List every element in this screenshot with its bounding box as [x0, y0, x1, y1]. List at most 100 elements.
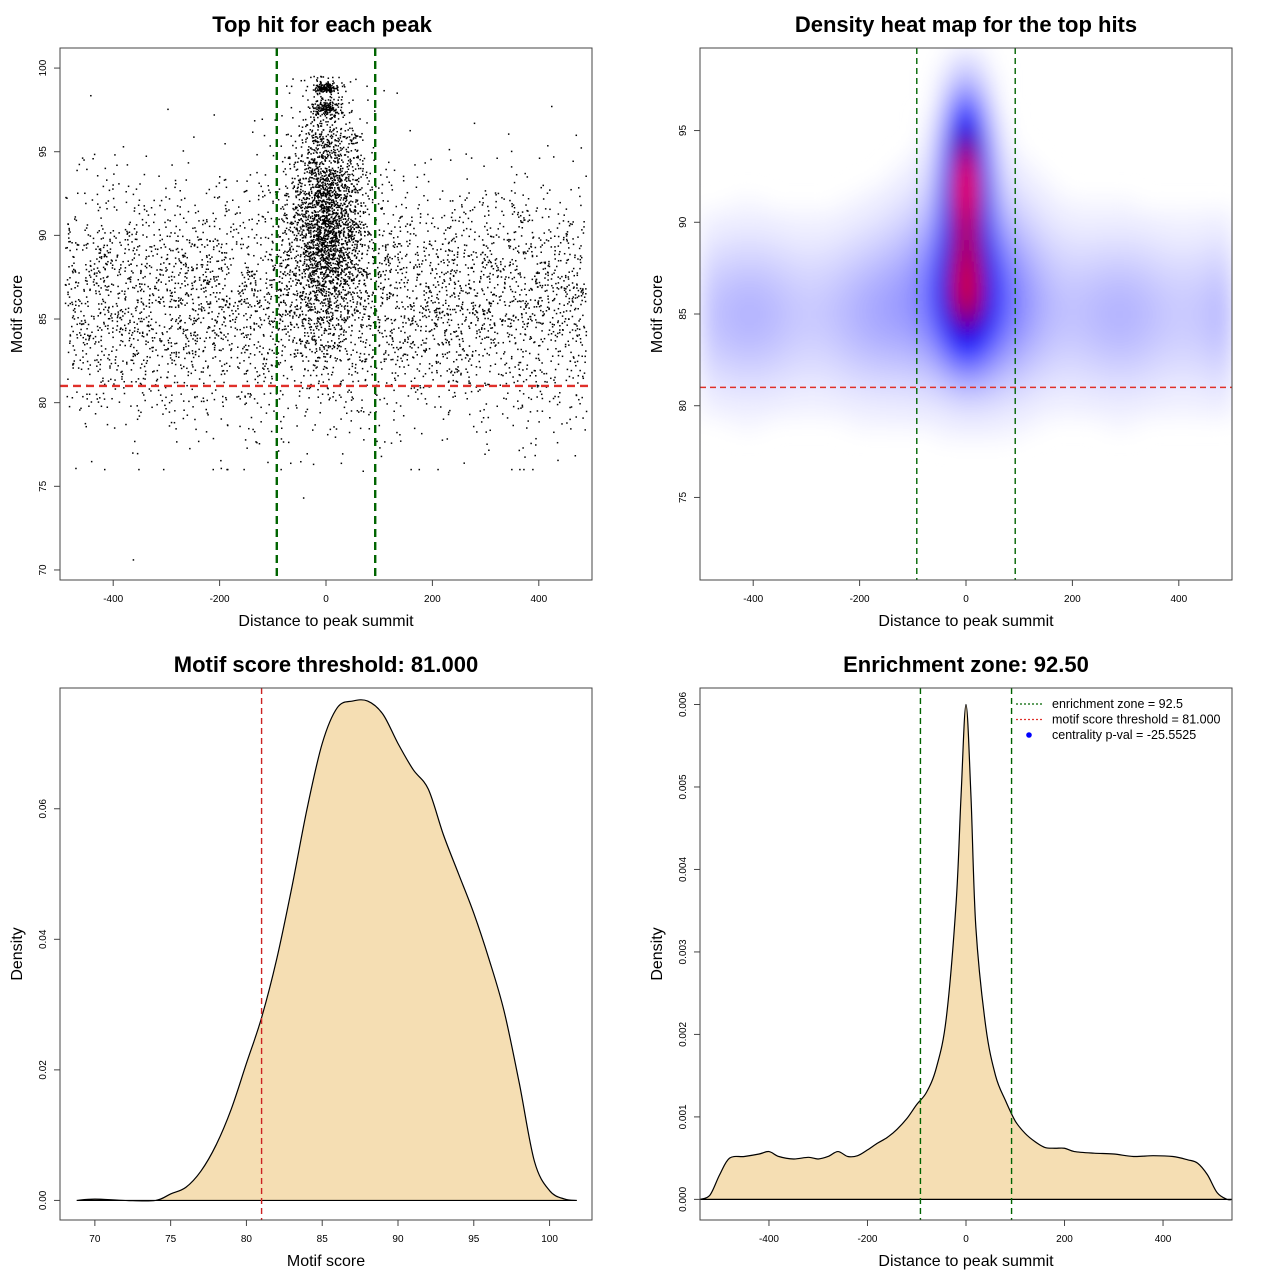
data-point — [335, 306, 338, 308]
data-point — [345, 350, 348, 352]
data-point — [196, 246, 199, 249]
data-point — [169, 295, 172, 297]
data-point — [318, 329, 320, 331]
data-point — [341, 175, 344, 177]
data-point — [418, 266, 421, 268]
data-point — [501, 210, 503, 213]
data-point — [468, 380, 470, 382]
data-point — [319, 180, 321, 183]
data-point — [163, 305, 166, 307]
data-point — [456, 269, 458, 272]
data-point — [438, 395, 440, 398]
data-point — [299, 178, 302, 181]
data-point — [398, 307, 400, 310]
data-point — [411, 347, 413, 349]
data-point — [567, 340, 569, 343]
data-point — [364, 244, 366, 246]
data-point — [332, 324, 334, 327]
data-point — [228, 297, 231, 300]
data-point — [430, 291, 432, 294]
data-point — [166, 376, 168, 379]
data-point — [175, 248, 178, 251]
data-point — [352, 169, 355, 172]
data-point — [256, 347, 258, 349]
data-point — [303, 216, 305, 218]
data-point — [222, 306, 224, 309]
data-point — [380, 287, 382, 290]
data-point — [86, 280, 88, 282]
data-point — [574, 455, 577, 457]
data-point — [253, 293, 255, 295]
data-point — [579, 267, 581, 270]
data-point — [75, 354, 77, 356]
data-point — [421, 263, 423, 265]
data-point — [280, 420, 282, 423]
data-point — [449, 308, 451, 311]
data-point — [187, 269, 189, 272]
data-point — [487, 309, 490, 311]
data-point — [298, 230, 301, 232]
data-point — [229, 320, 232, 323]
data-point — [387, 222, 389, 225]
data-point — [284, 231, 286, 234]
data-point — [480, 277, 482, 280]
data-point — [503, 238, 505, 241]
data-point — [248, 200, 251, 203]
data-point — [148, 225, 150, 227]
data-point — [581, 289, 583, 292]
data-point — [244, 403, 246, 406]
data-point — [215, 217, 217, 220]
data-point — [465, 291, 467, 294]
data-point — [350, 195, 353, 198]
data-point — [390, 383, 393, 386]
data-point — [346, 309, 349, 311]
data-point — [301, 319, 304, 321]
data-point — [366, 275, 368, 278]
data-point — [137, 339, 139, 341]
data-point — [99, 293, 101, 296]
data-point — [313, 263, 316, 265]
data-point — [185, 343, 187, 345]
data-point — [279, 265, 281, 267]
data-point — [443, 279, 445, 281]
data-point — [137, 352, 140, 354]
data-point — [443, 314, 446, 317]
data-point — [331, 179, 334, 182]
data-point — [418, 468, 421, 471]
data-point — [123, 293, 126, 295]
data-point — [202, 280, 205, 283]
data-point — [346, 316, 349, 318]
data-point — [425, 337, 428, 340]
data-point — [184, 197, 186, 200]
data-point — [305, 133, 308, 135]
data-point — [403, 317, 406, 319]
data-point — [383, 360, 386, 363]
data-point — [233, 229, 235, 231]
data-point — [484, 317, 486, 320]
data-point — [308, 326, 311, 329]
data-point — [394, 372, 397, 374]
data-point — [204, 346, 206, 349]
data-point — [165, 270, 167, 272]
data-point — [557, 260, 560, 262]
data-point — [221, 308, 223, 311]
data-point — [165, 196, 167, 198]
data-point — [215, 300, 218, 303]
data-point — [405, 207, 407, 209]
data-point — [273, 267, 276, 269]
data-point — [320, 203, 323, 206]
data-point — [328, 142, 331, 144]
data-point — [338, 204, 340, 207]
data-point — [213, 342, 215, 344]
data-point — [535, 375, 537, 377]
data-point — [229, 303, 231, 306]
data-point — [367, 262, 370, 264]
data-point — [157, 389, 160, 392]
data-point — [514, 247, 517, 249]
data-point — [346, 280, 349, 282]
data-point — [340, 295, 343, 298]
data-point — [404, 331, 406, 334]
data-point — [321, 247, 323, 250]
data-point — [208, 281, 210, 283]
data-point — [170, 292, 173, 295]
